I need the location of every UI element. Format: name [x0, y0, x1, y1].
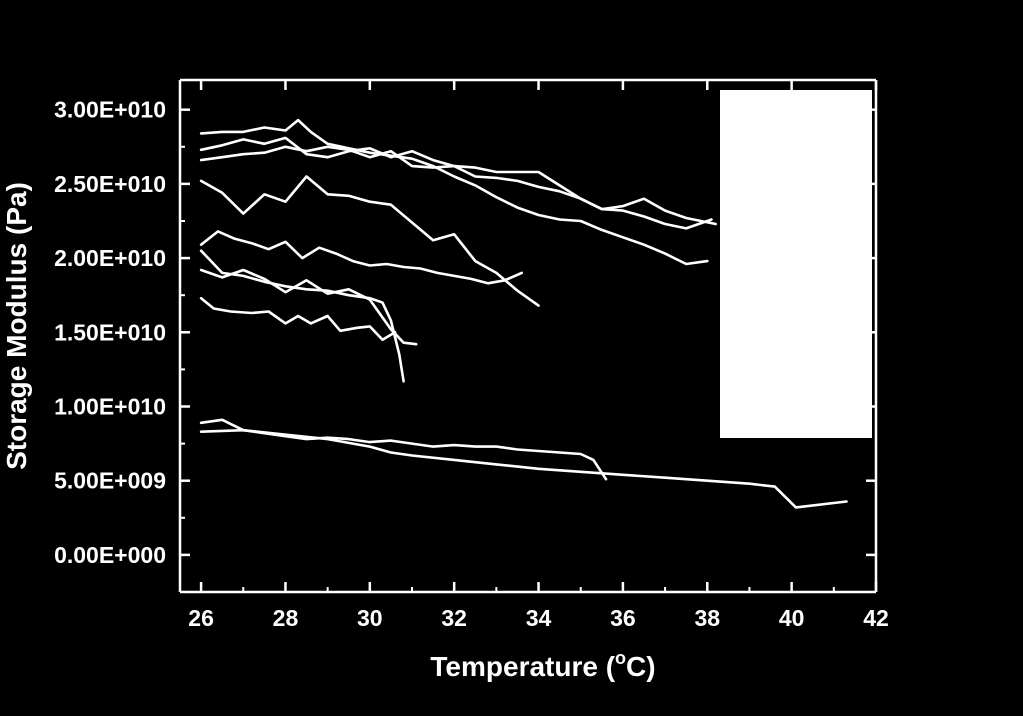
- y-tick-label: 1.50E+010: [54, 319, 166, 345]
- x-tick-label: 36: [610, 605, 636, 631]
- x-axis-title-superscript: o: [615, 648, 626, 668]
- x-tick-label: 30: [357, 605, 383, 631]
- x-tick-label: 40: [779, 605, 805, 631]
- y-tick-label: 0.00E+000: [54, 542, 166, 568]
- series-line-8: [199, 296, 397, 342]
- series-line-6: [199, 249, 405, 383]
- x-tick-label: 38: [694, 605, 720, 631]
- series-line-10: [199, 428, 848, 509]
- y-tick-label: 2.00E+010: [54, 245, 166, 271]
- x-tick-label: 28: [273, 605, 299, 631]
- x-axis-title-main: Temperature (: [430, 651, 615, 682]
- series-line-4: [199, 175, 540, 307]
- series-line-5: [199, 230, 524, 285]
- x-tick-label: 32: [441, 605, 467, 631]
- series-layer: [199, 118, 848, 509]
- series-line-1: [199, 118, 709, 266]
- y-tick-label: 2.50E+010: [54, 171, 166, 197]
- y-tick-label: 3.00E+010: [54, 97, 166, 123]
- x-axis-title: Temperature (oC): [430, 648, 655, 682]
- y-axis-title: Storage Modulus (Pa): [1, 182, 32, 470]
- y-tick-label: 1.00E+010: [54, 393, 166, 419]
- x-tick-label: 34: [526, 605, 552, 631]
- axes: 26 28 30 32 34 36 38 40 42 0.00E+000 5.00E+009 1.00…: [54, 78, 889, 631]
- y-tick-label: 5.00E+009: [54, 468, 166, 494]
- x-axis-title-end: C): [626, 651, 656, 682]
- x-tick-label: 26: [188, 605, 214, 631]
- legend-box: [720, 90, 872, 438]
- series-line-3: [199, 145, 718, 226]
- x-tick-label: 42: [863, 605, 889, 631]
- series-line-7: [199, 268, 418, 346]
